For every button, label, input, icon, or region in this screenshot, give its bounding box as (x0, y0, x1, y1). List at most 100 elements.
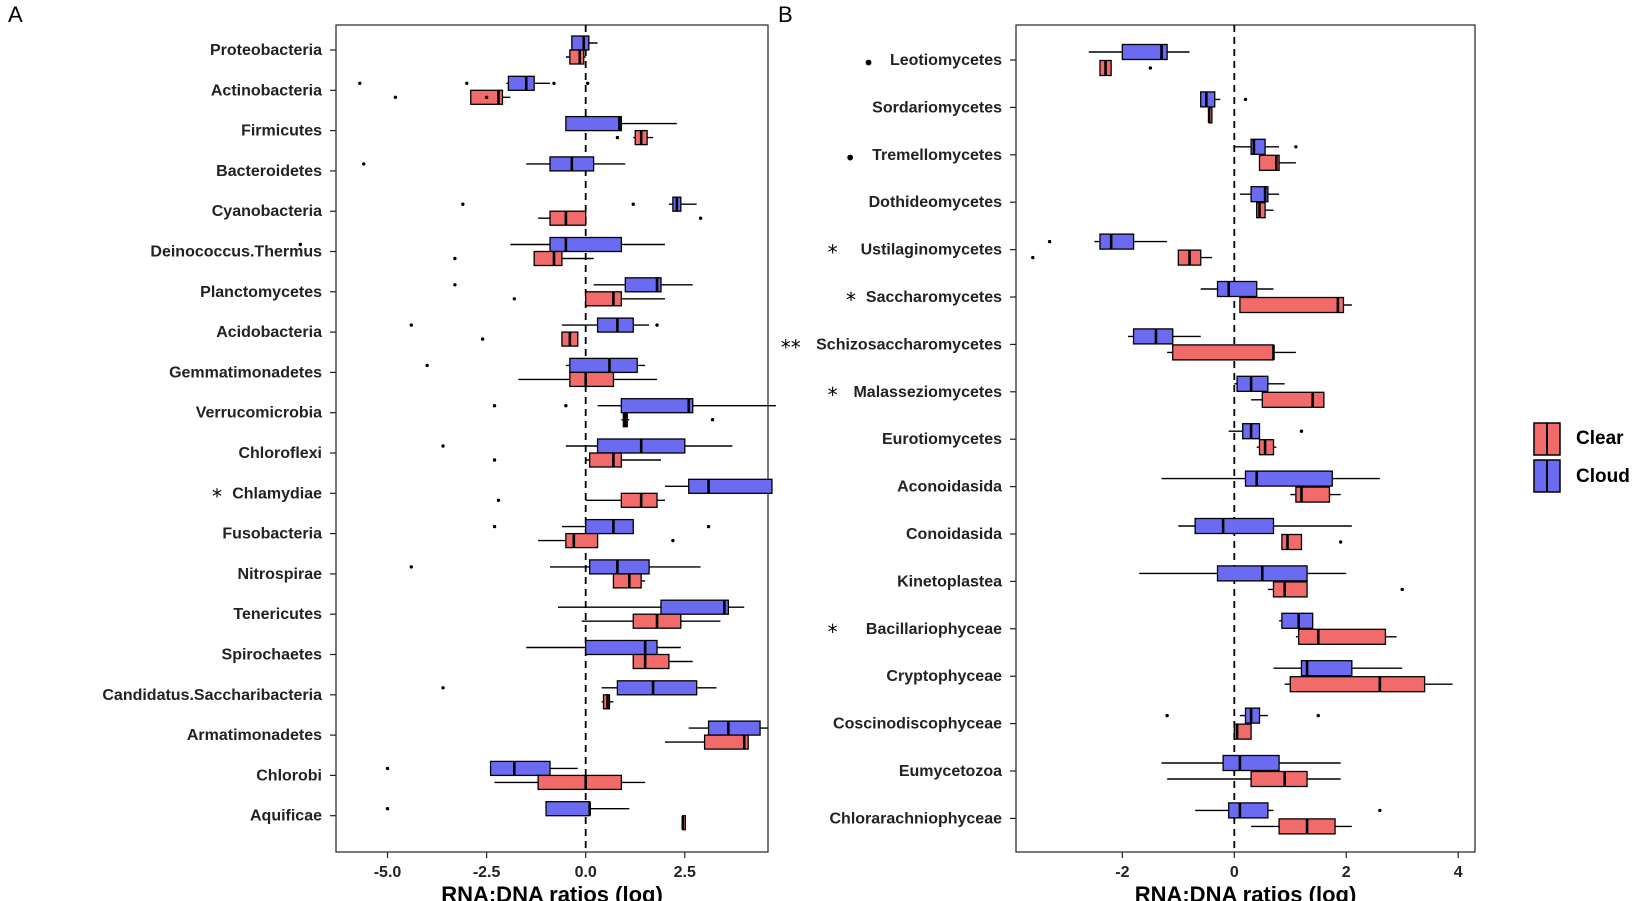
iqr-box (585, 291, 623, 307)
category-label: Malasseziomycetes (853, 384, 1002, 401)
category-label: Nitrospirae (238, 566, 323, 583)
cloud-box-malasseziomycetes (1234, 375, 1285, 392)
cloud-box-aconoidasida (1161, 470, 1380, 487)
cloud-box-conoidasida (1178, 517, 1352, 535)
clear-box-saccharomycetes (1239, 296, 1352, 314)
clear-box-planctomycetes (512, 291, 665, 307)
category-chlorobi: Chlorobi (256, 760, 646, 791)
cloud-box-gemmatimonadetes (425, 357, 646, 374)
category-candidatus-saccharibacteria: Candidatus.Saccharibacteria (102, 680, 717, 710)
category-label: Gemmatimonadetes (169, 364, 322, 381)
clear-box-proteobacteria (565, 49, 586, 65)
iqr-box (1200, 91, 1216, 108)
iqr-box (620, 492, 658, 508)
iqr-box (1258, 154, 1280, 171)
cloud-box-eurotiomycetes (1228, 423, 1304, 440)
iqr-box (1228, 802, 1269, 819)
clear-box-cyanobacteria (538, 210, 703, 226)
cloud-box-cryptophyceae (1273, 660, 1403, 677)
outlier-point (1299, 429, 1304, 433)
category-label: Fusobacteria (222, 526, 322, 543)
category-gemmatimonadetes: Gemmatimonadetes (169, 357, 658, 388)
category-label: Candidatus.Saccharibacteria (102, 687, 322, 704)
category-label: Acidobacteria (216, 324, 322, 341)
clear-box-deinococcus-thermus (453, 250, 594, 267)
category-label: Dothideomycetes (869, 194, 1002, 211)
clear-box-coscinodiscophyceae (1233, 723, 1252, 740)
cloud-box-ustilaginomycetes (1047, 233, 1168, 250)
clear-box-eurotiomycetes (1256, 439, 1277, 456)
iqr-box (1300, 660, 1353, 677)
outlier-point (492, 404, 497, 408)
outlier-point (1316, 713, 1320, 718)
x-tick-label: 4 (1454, 864, 1463, 881)
category-label: Ustilaginomycetes (861, 242, 1002, 259)
cloud-box-candidatus-saccharibacteria (441, 680, 717, 696)
clear-box-cryptophyceae (1284, 676, 1453, 693)
category-chlorarachniophyceae: Chlorarachniophyceae (830, 802, 1382, 835)
iqr-box (1281, 612, 1314, 629)
x-tick-label: -2 (1115, 864, 1129, 881)
category-acidobacteria: Acidobacteria (216, 317, 659, 347)
significance-marker: * (828, 620, 838, 644)
clear-box-acidobacteria (480, 331, 579, 347)
category-bacillariophyceae: Bacillariophyceae * (828, 612, 1397, 645)
outlier-point (671, 538, 675, 543)
cloud-box-eumycetozoa (1161, 754, 1341, 772)
outlier-point (441, 686, 445, 690)
iqr-box (620, 398, 694, 414)
outlier-point (710, 418, 715, 422)
category-planctomycetes: Planctomycetes (200, 277, 693, 307)
clear-box-schizosaccharomycetes (1167, 344, 1296, 361)
category-proteobacteria: Proteobacteria (210, 35, 598, 65)
outlier-point (1243, 97, 1248, 102)
significance-marker: ** (781, 335, 801, 359)
cloud-box-chlorarachniophyceae (1195, 802, 1382, 819)
category-label: Saccharomycetes (866, 289, 1002, 306)
outlier-point (496, 498, 501, 502)
outlier-point (465, 81, 469, 86)
x-tick-label: 2 (1342, 864, 1351, 881)
outlier-point (585, 81, 590, 86)
iqr-box (549, 236, 623, 253)
significance-marker: * (846, 288, 856, 312)
category-cyanobacteria: Cyanobacteria (212, 196, 703, 226)
outlier-point (655, 323, 659, 327)
category-label: Proteobacteria (210, 42, 322, 59)
category-verrucomicrobia: Verrucomicrobia (196, 398, 776, 428)
iqr-box (537, 774, 623, 791)
outlier-point (615, 135, 620, 140)
iqr-box (1239, 296, 1345, 314)
outlier-point (631, 202, 635, 206)
clear-box-tenericutes (581, 613, 721, 629)
iqr-box (1216, 280, 1258, 298)
clear-box-chlorarachniophyceae (1251, 818, 1352, 835)
cloud-box-armatimonadetes (688, 720, 768, 736)
iqr-box (1222, 754, 1280, 772)
iqr-box (1289, 676, 1426, 693)
category-label: Coscinodiscophyceae (833, 716, 1002, 733)
category-label: Spirochaetes (222, 647, 323, 664)
iqr-box (1132, 328, 1174, 345)
legend-label-cloud: Cloud (1576, 466, 1630, 487)
legend-label-clear: Clear (1576, 428, 1624, 449)
category-dothideomycetes: Dothideomycetes (869, 186, 1280, 219)
iqr-box (1244, 707, 1261, 724)
category-label: Verrucomicrobia (196, 405, 322, 422)
iqr-box (489, 760, 551, 777)
x-tick-label: 2.5 (674, 864, 696, 881)
iqr-box (1295, 486, 1331, 503)
iqr-box (1272, 581, 1308, 598)
category-label: Chloroflexi (238, 445, 322, 462)
cloud-box-firmicutes (565, 115, 677, 132)
iqr-box (1099, 233, 1135, 250)
category-firmicutes: Firmicutes (241, 115, 677, 146)
outlier-point (706, 524, 711, 529)
category-armatimonadetes: Armatimonadetes (187, 720, 768, 750)
iqr-box (569, 371, 615, 388)
significance-marker: * (212, 484, 222, 508)
outlier-point (552, 81, 556, 86)
clear-box-fusobacteria (538, 532, 675, 549)
category-ustilaginomycetes: Ustilaginomycetes * (828, 233, 1212, 266)
